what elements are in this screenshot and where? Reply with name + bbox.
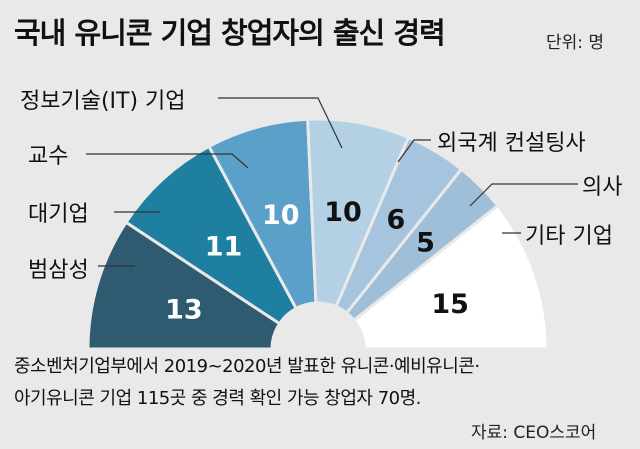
- unit-label: 단위: 명: [546, 33, 605, 53]
- slice-value-label: 15: [431, 289, 469, 320]
- category-label: 외국계 컨설팅사: [437, 131, 586, 156]
- leader-line: [86, 153, 249, 169]
- category-label: 의사: [582, 175, 622, 200]
- slice-value-label: 10: [262, 200, 300, 231]
- category-label: 정보기술(IT) 기업: [20, 89, 186, 114]
- slice-value-label: 10: [324, 197, 362, 228]
- slice-value-label: 6: [387, 205, 406, 236]
- chart-baseline-mask: [0, 349, 640, 449]
- leader-line: [218, 97, 343, 149]
- category-label: 대기업: [28, 202, 89, 227]
- leader-line: [397, 139, 431, 163]
- slice-value-label: 11: [205, 232, 243, 263]
- chart-title: 국내 유니콘 기업 창업자의 출신 경력: [14, 16, 446, 50]
- category-label: 범삼성: [28, 258, 89, 283]
- pie-slice-4: [306, 117, 411, 309]
- category-label: 기타 기업: [525, 224, 613, 249]
- slice-value-label: 13: [165, 295, 203, 326]
- pie-slice-7: [351, 203, 550, 351]
- slice-value-label: 5: [416, 228, 435, 259]
- footnote-line-1: 중소벤처기업부에서 2019~2020년 발표한 유니콘·예비유니콘·: [14, 356, 480, 377]
- footnote-line-2: 아기유니콘 기업 115곳 중 경력 확인 가능 창업자 70명.: [14, 388, 421, 409]
- category-label: 교수: [28, 144, 68, 169]
- leader-line: [469, 183, 578, 207]
- pie-slice-1: [86, 220, 282, 351]
- pie-slice-3: [206, 117, 318, 311]
- source-label: 자료: CEO스코어: [471, 423, 597, 443]
